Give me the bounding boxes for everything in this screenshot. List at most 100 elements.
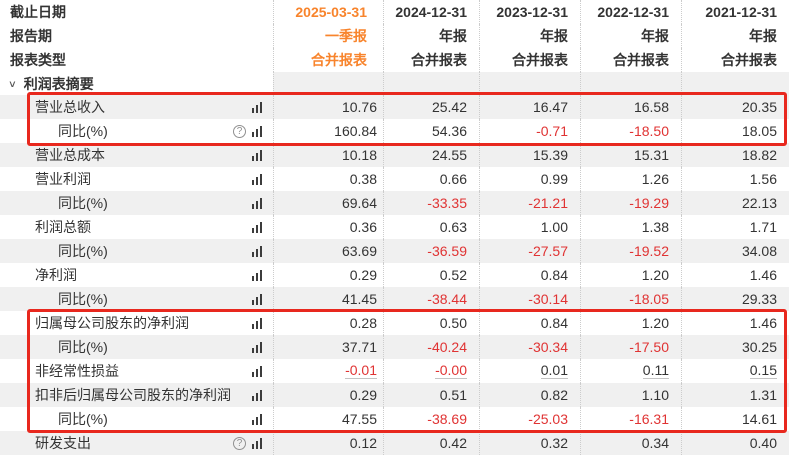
meta-label: 报告期 [10, 28, 52, 44]
value-cell: 15.31 [580, 143, 681, 167]
row-icons [252, 293, 273, 305]
value-cell: 16.47 [479, 95, 580, 119]
value-cell: -0.71 [479, 119, 580, 143]
section-row-income-statement[interactable]: ∨ 利润表摘要 [0, 72, 789, 95]
bar-chart-icon[interactable] [252, 221, 262, 233]
value-cell: 0.40 [681, 431, 789, 455]
row-label: 归属母公司股东的净利润 [35, 315, 189, 331]
table-row: 研发支出 ? 0.12 0.42 0.32 0.34 0.40 [0, 431, 789, 455]
value-cell: 0.12 [273, 431, 383, 455]
row-icons [252, 389, 273, 401]
row-label-cell: 研发支出 ? [0, 431, 273, 455]
row-label: 利润总额 [35, 219, 91, 235]
value-cell: 0.84 [479, 263, 580, 287]
section-empty-cell [383, 72, 479, 95]
bar-chart-icon[interactable] [252, 341, 262, 353]
table-row: 同比(%) ? 160.84 54.36 -0.71 -18.50 18.05 [0, 119, 789, 143]
row-label-cell: 营业利润 [0, 167, 273, 191]
bar-chart-icon[interactable] [252, 101, 262, 113]
circle-question-icon[interactable]: ? [233, 436, 246, 450]
value-cell: 1.00 [479, 215, 580, 239]
row-icons [252, 341, 273, 353]
bar-chart-icon[interactable] [252, 317, 262, 329]
meta-row-report-period: 报告期 一季报 年报 年报 年报 年报 [0, 24, 789, 48]
value-cell: 1.31 [681, 383, 789, 407]
bar-chart-icon[interactable] [252, 197, 262, 209]
table-row: 同比(%) 37.71 -40.24 -30.34 -17.50 30.25 [0, 335, 789, 359]
bar-chart-icon[interactable] [252, 413, 262, 425]
bar-chart-icon[interactable] [252, 389, 262, 401]
row-icons [252, 101, 273, 113]
bar-chart-icon[interactable] [252, 365, 262, 377]
row-label: 营业总收入 [35, 99, 105, 115]
bar-chart-icon[interactable] [252, 245, 262, 257]
row-icons [252, 173, 273, 185]
bar-chart-icon[interactable] [252, 269, 262, 281]
period-column-header: 2024-12-31 [395, 4, 467, 20]
value-cell: 0.63 [383, 215, 479, 239]
row-label-cell: 利润总额 [0, 215, 273, 239]
value-cell: -27.57 [479, 239, 580, 263]
report-period-value: 年报 [641, 28, 669, 44]
row-icons [252, 245, 273, 257]
row-label-cell: 同比(%) [0, 191, 273, 215]
table-row: 净利润 0.29 0.52 0.84 1.20 1.46 [0, 263, 789, 287]
report-period-value: 年报 [749, 28, 777, 44]
value-cell: -38.44 [383, 287, 479, 311]
row-label-cell: 同比(%) [0, 239, 273, 263]
row-label: 研发支出 [35, 435, 91, 451]
bar-chart-icon[interactable] [252, 125, 262, 137]
section-empty-cell [580, 72, 681, 95]
circle-question-icon[interactable]: ? [233, 124, 246, 138]
row-icons [252, 269, 273, 281]
row-label-cell: 扣非后归属母公司股东的净利润 [0, 383, 273, 407]
value-cell: -16.31 [580, 407, 681, 431]
meta-row-end-date: 截止日期 2025-03-31 2024-12-31 2023-12-31 20… [0, 0, 789, 24]
value-cell: 0.15 [681, 359, 789, 383]
row-label-cell: 归属母公司股东的净利润 [0, 311, 273, 335]
table-row: 扣非后归属母公司股东的净利润 0.29 0.51 0.82 1.10 1.31 [0, 383, 789, 407]
value-cell: -40.24 [383, 335, 479, 359]
value-cell: 1.10 [580, 383, 681, 407]
value-cell: -0.01 [273, 359, 383, 383]
bar-chart-icon[interactable] [252, 437, 262, 449]
value-cell: 1.46 [681, 311, 789, 335]
value-cell: 1.38 [580, 215, 681, 239]
bar-chart-icon[interactable] [252, 293, 262, 305]
value-cell: 37.71 [273, 335, 383, 359]
table-row: 同比(%) 41.45 -38.44 -30.14 -18.05 29.33 [0, 287, 789, 311]
value-cell: -19.29 [580, 191, 681, 215]
row-label-cell: 同比(%) [0, 407, 273, 431]
period-column-header: 2022-12-31 [597, 4, 669, 20]
value-cell: 10.18 [273, 143, 383, 167]
value-cell: -21.21 [479, 191, 580, 215]
value-cell: 18.82 [681, 143, 789, 167]
value-cell: 0.32 [479, 431, 580, 455]
value-cell: 0.34 [580, 431, 681, 455]
value-cell: 0.29 [273, 263, 383, 287]
value-cell: 0.38 [273, 167, 383, 191]
row-icons: ? [233, 436, 273, 450]
row-label: 营业总成本 [35, 147, 105, 163]
value-cell: 1.20 [580, 311, 681, 335]
value-cell: 15.39 [479, 143, 580, 167]
chevron-down-icon[interactable]: ∨ [8, 77, 17, 90]
value-cell: 0.66 [383, 167, 479, 191]
row-label: 同比(%) [58, 411, 108, 427]
value-cell: 0.11 [580, 359, 681, 383]
row-label-cell: 同比(%) ? [0, 119, 273, 143]
value-cell: 24.55 [383, 143, 479, 167]
bar-chart-icon[interactable] [252, 149, 262, 161]
value-cell: 1.46 [681, 263, 789, 287]
row-label: 扣非后归属母公司股东的净利润 [35, 387, 231, 403]
table-body: 营业总收入 10.76 25.42 16.47 16.58 20.35 同比(%… [0, 95, 789, 455]
section-empty-cell [479, 72, 580, 95]
value-cell: 0.99 [479, 167, 580, 191]
value-cell: 1.20 [580, 263, 681, 287]
row-label: 营业利润 [35, 171, 91, 187]
row-label-cell: 同比(%) [0, 335, 273, 359]
bar-chart-icon[interactable] [252, 173, 262, 185]
row-label: 净利润 [35, 267, 77, 283]
row-icons [252, 197, 273, 209]
report-period-value: 年报 [439, 28, 467, 44]
